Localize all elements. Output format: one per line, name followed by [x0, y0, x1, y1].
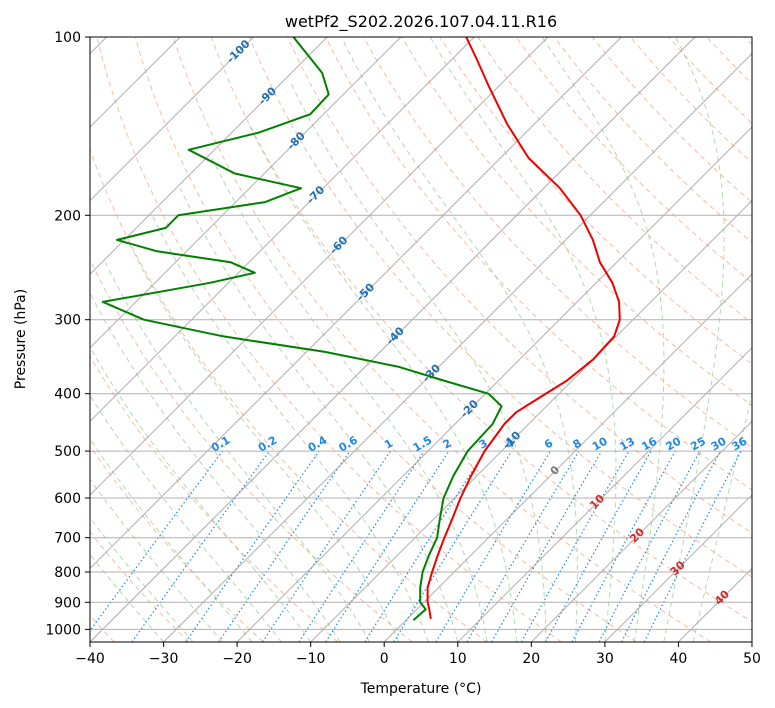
moist-adiabat — [127, 239, 400, 642]
y-axis-ticks: 100 200 300 400 500 600 700 800 900 1000 — [45, 30, 90, 638]
moist-adiabat — [663, 37, 725, 642]
dry-adiabat — [134, 37, 637, 642]
profiles — [101, 37, 621, 622]
dry-adiabat — [90, 445, 264, 642]
mixing-ratio-line — [218, 450, 351, 642]
x-tick-label: 40 — [669, 651, 687, 667]
x-tick-label: −20 — [222, 651, 252, 667]
mixing-ratio-line — [325, 450, 450, 642]
y-tick-label: 400 — [54, 387, 81, 403]
isotherm-line — [604, 494, 752, 642]
dry-adiabat — [90, 531, 190, 642]
isotherm-line — [90, 37, 622, 570]
x-tick-label: −30 — [149, 651, 179, 667]
mixing-ratio-lines — [90, 450, 742, 642]
x-tick-label: 30 — [596, 651, 614, 667]
isotherm-line — [530, 420, 752, 642]
mixing-ratio-line — [185, 450, 320, 642]
moist-adiabat — [429, 37, 617, 642]
x-tick-label: 10 — [449, 651, 467, 667]
x-axis-ticks: −40 −30 −20 −10 0 10 20 30 40 50 — [75, 642, 761, 667]
dry-adiabat — [210, 37, 752, 623]
mixing-ratio-line — [571, 450, 676, 642]
y-axis-label: Pressure (hPa) — [13, 289, 29, 389]
mixing-ratio-line — [393, 450, 513, 642]
y-tick-label: 1000 — [45, 622, 81, 638]
moist-adiabat — [151, 215, 429, 642]
temperature-profile — [426, 37, 621, 620]
dry-adiabat — [401, 37, 752, 407]
y-tick-label: 900 — [54, 595, 81, 611]
x-tick-label: 20 — [522, 651, 540, 667]
mixing-ratio-line — [261, 450, 391, 642]
y-tick-label: 200 — [54, 208, 81, 224]
plot-frame — [89, 36, 753, 643]
isotherm-line — [383, 273, 752, 642]
y-tick-label: 800 — [54, 565, 81, 581]
x-tick-label: 50 — [743, 651, 761, 667]
mixing-ratio-line — [520, 450, 630, 642]
dry-adiabat — [96, 37, 562, 642]
isotherm-line — [310, 199, 752, 642]
moist-adiabat — [104, 262, 370, 642]
isotherm-line — [236, 126, 752, 642]
isotherm-line — [90, 37, 402, 349]
moist-adiabat — [90, 394, 282, 642]
moist-adiabat — [90, 291, 341, 642]
dewpoint-profile — [101, 37, 503, 622]
moist-adiabat — [90, 346, 312, 642]
isotherm-line — [457, 347, 752, 642]
x-axis-label: Temperature (°C) — [360, 681, 482, 697]
y-tick-label: 500 — [54, 444, 81, 460]
isotherm-line — [90, 37, 328, 275]
moist-adiabat — [90, 478, 223, 642]
dry-adiabat — [515, 37, 752, 284]
dry-adiabat — [439, 37, 752, 365]
x-tick-label: −10 — [296, 651, 326, 667]
dry-adiabat — [248, 37, 752, 578]
y-tick-label: 100 — [54, 30, 81, 46]
mixing-ratio-line — [131, 450, 270, 642]
isotherms — [90, 37, 752, 642]
moist-adiabat — [340, 37, 578, 642]
isotherm-line — [90, 37, 696, 642]
y-tick-label: 700 — [54, 531, 81, 547]
dry-adiabats — [90, 37, 752, 642]
mixing-ratio-line — [643, 450, 742, 642]
x-tick-label: 0 — [380, 651, 389, 667]
isotherm-line — [163, 52, 752, 642]
y-tick-label: 300 — [54, 313, 81, 329]
moist-adiabat — [179, 187, 459, 642]
dry-adiabat — [90, 355, 339, 642]
isobars — [90, 37, 752, 630]
moist-adiabat — [290, 83, 547, 642]
isotherm-line — [90, 37, 255, 202]
mixing-ratio-line — [90, 450, 223, 632]
x-tick-label: −40 — [75, 651, 105, 667]
isotherm-line — [90, 37, 475, 423]
moist-adiabat — [90, 516, 194, 642]
moist-adiabat — [90, 553, 164, 642]
y-tick-label: 600 — [54, 491, 81, 507]
dry-adiabat — [90, 148, 488, 642]
mixing-ratio-line — [298, 450, 425, 642]
mixing-ratio-line — [545, 450, 652, 642]
chart-title: wetPf2_S202.2026.107.04.11.R16 — [285, 12, 557, 32]
